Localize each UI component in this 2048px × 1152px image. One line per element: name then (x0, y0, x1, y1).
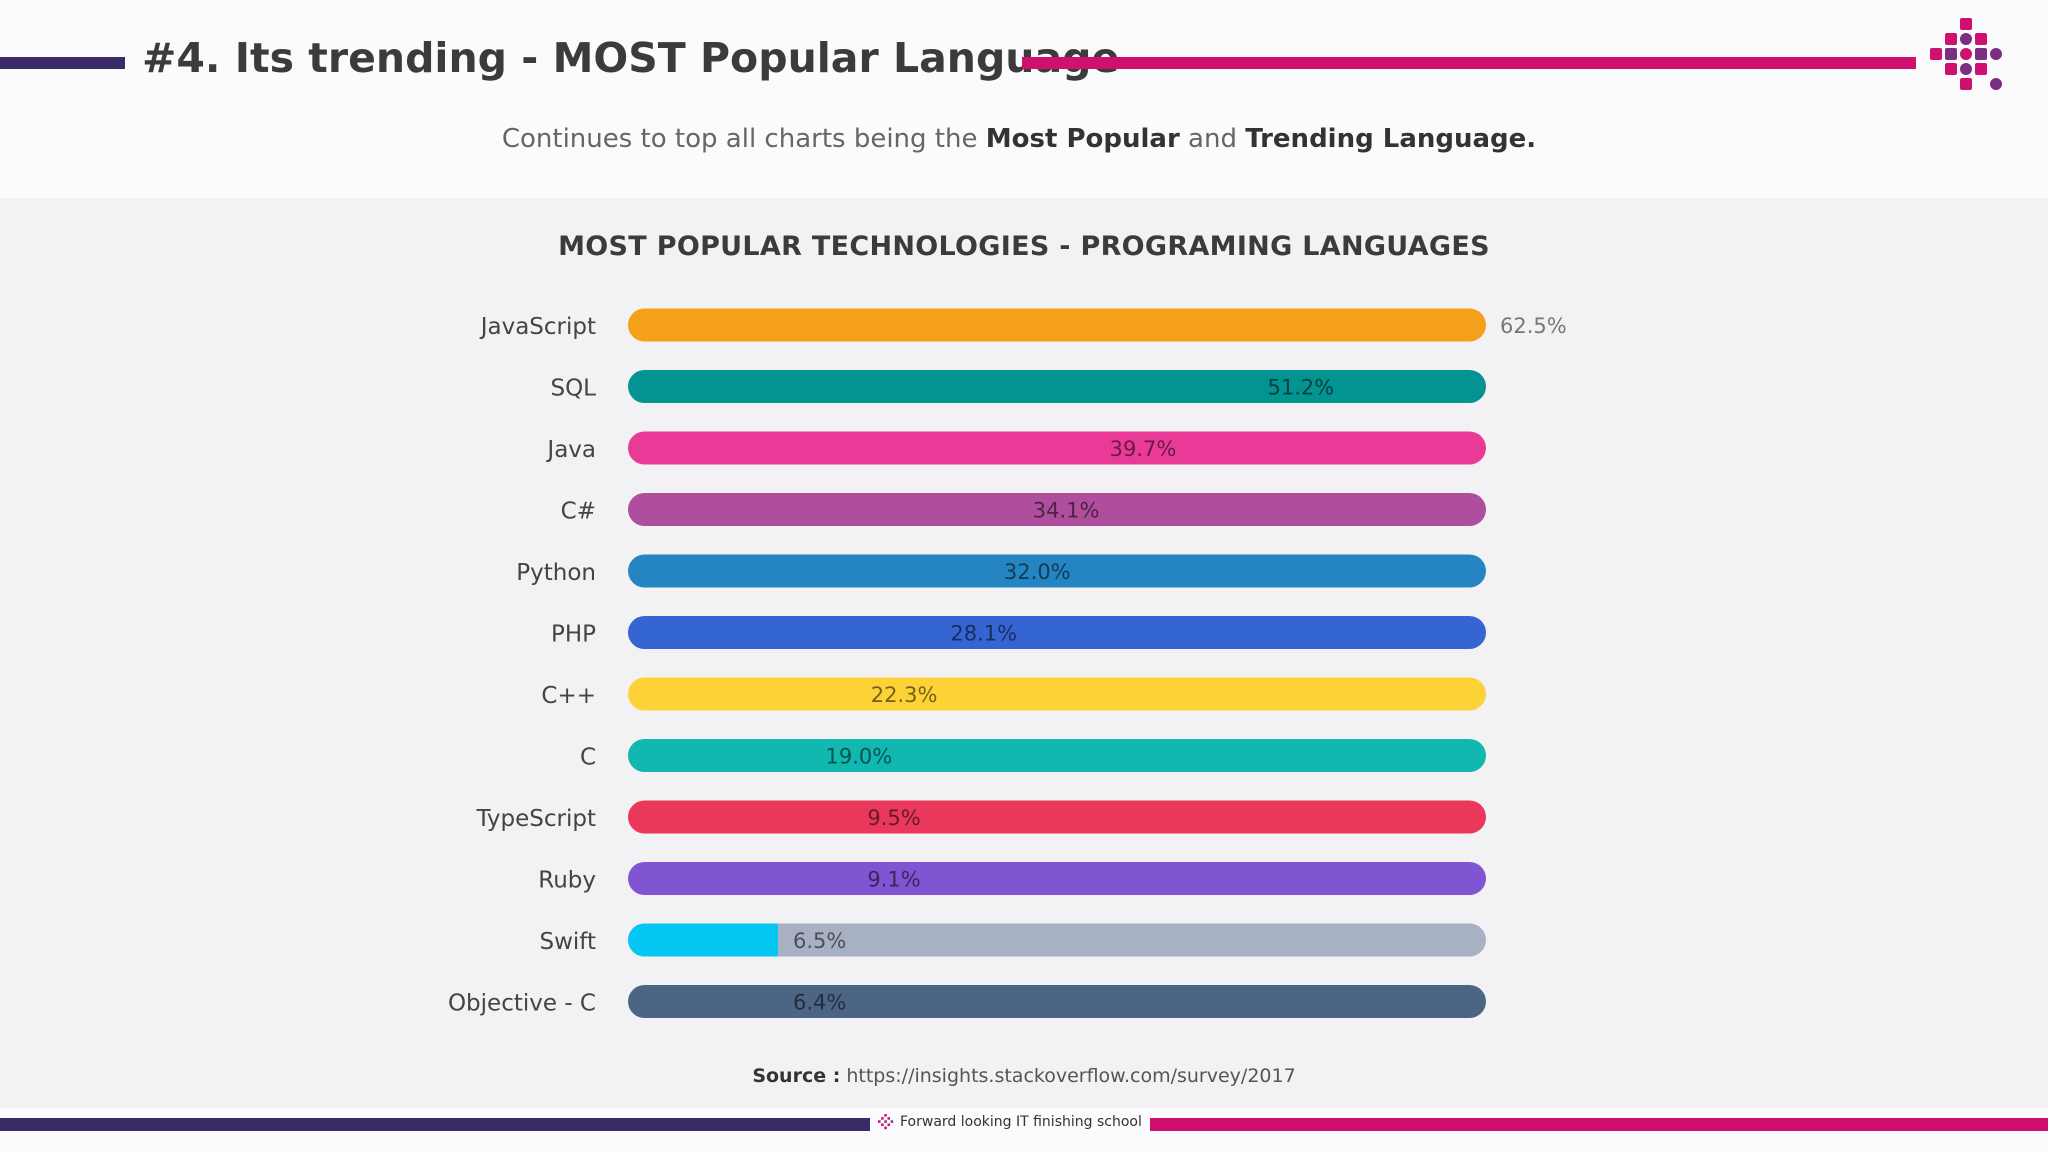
footer-tagline-text: Forward looking IT finishing school (900, 1114, 1142, 1130)
bar (628, 554, 1486, 588)
footer-logo-icon (878, 1114, 894, 1130)
value-label: 62.5% (1500, 314, 1567, 338)
bar (628, 985, 1486, 1018)
brand-logo-icon (1930, 18, 2002, 90)
value-label: 32.0% (1004, 560, 1071, 584)
value-label: 9.1% (867, 868, 920, 892)
page-subtitle: Continues to top all charts being the Mo… (501, 124, 1537, 154)
source-citation: Source : https://insights.stackoverflow.… (752, 1065, 1296, 1087)
bar-track (628, 923, 1486, 957)
header-accent-left (0, 57, 125, 69)
chart-title: MOST POPULAR TECHNOLOGIES - PROGRAMING L… (558, 231, 1490, 262)
category-label: C# (561, 499, 596, 525)
category-label: JavaScript (479, 314, 596, 340)
bar (628, 739, 1486, 772)
category-label: C++ (541, 683, 596, 709)
value-label: 19.0% (825, 745, 892, 769)
bar (628, 308, 1486, 342)
value-label: 34.1% (1033, 499, 1100, 523)
footer-accent-left (0, 1118, 870, 1131)
bar (628, 493, 1486, 526)
bar (628, 677, 1486, 711)
bar (628, 923, 778, 957)
category-label: Ruby (538, 868, 596, 894)
value-label: 6.5% (793, 929, 846, 953)
value-label: 6.4% (793, 991, 846, 1015)
value-label: 22.3% (871, 683, 938, 707)
category-label: Objective - C (448, 991, 596, 1017)
bar (628, 616, 1486, 649)
source-link[interactable]: https://insights.stackoverflow.com/surve… (846, 1065, 1296, 1087)
category-label: Swift (539, 929, 596, 955)
value-label: 39.7% (1110, 437, 1177, 461)
category-label: Java (545, 437, 596, 463)
footer-tagline: Forward looking IT finishing school (878, 1114, 1148, 1130)
value-label: 9.5% (867, 806, 920, 830)
category-label: PHP (551, 622, 596, 648)
bar (628, 862, 1486, 895)
header-accent-right (1022, 57, 1916, 69)
chart-panel: JavaScript 62.5% SQL 51.2% Java 39.7% C# 34.1% P… (0, 198, 2048, 1108)
category-label: TypeScript (475, 806, 596, 832)
bar (628, 800, 1486, 834)
footer-accent-right (1150, 1118, 2048, 1131)
bar-chart: JavaScript 62.5% SQL 51.2% Java 39.7% C# 34.1% P… (448, 308, 1567, 1018)
bar (628, 370, 1486, 403)
bar (628, 431, 1486, 465)
value-label: 51.2% (1268, 376, 1335, 400)
value-label: 28.1% (950, 622, 1017, 646)
category-label: C (580, 745, 596, 771)
page-title: #4. Its trending - MOST Popular Language (142, 34, 1120, 82)
category-label: Python (516, 560, 596, 586)
category-label: SQL (550, 376, 596, 402)
